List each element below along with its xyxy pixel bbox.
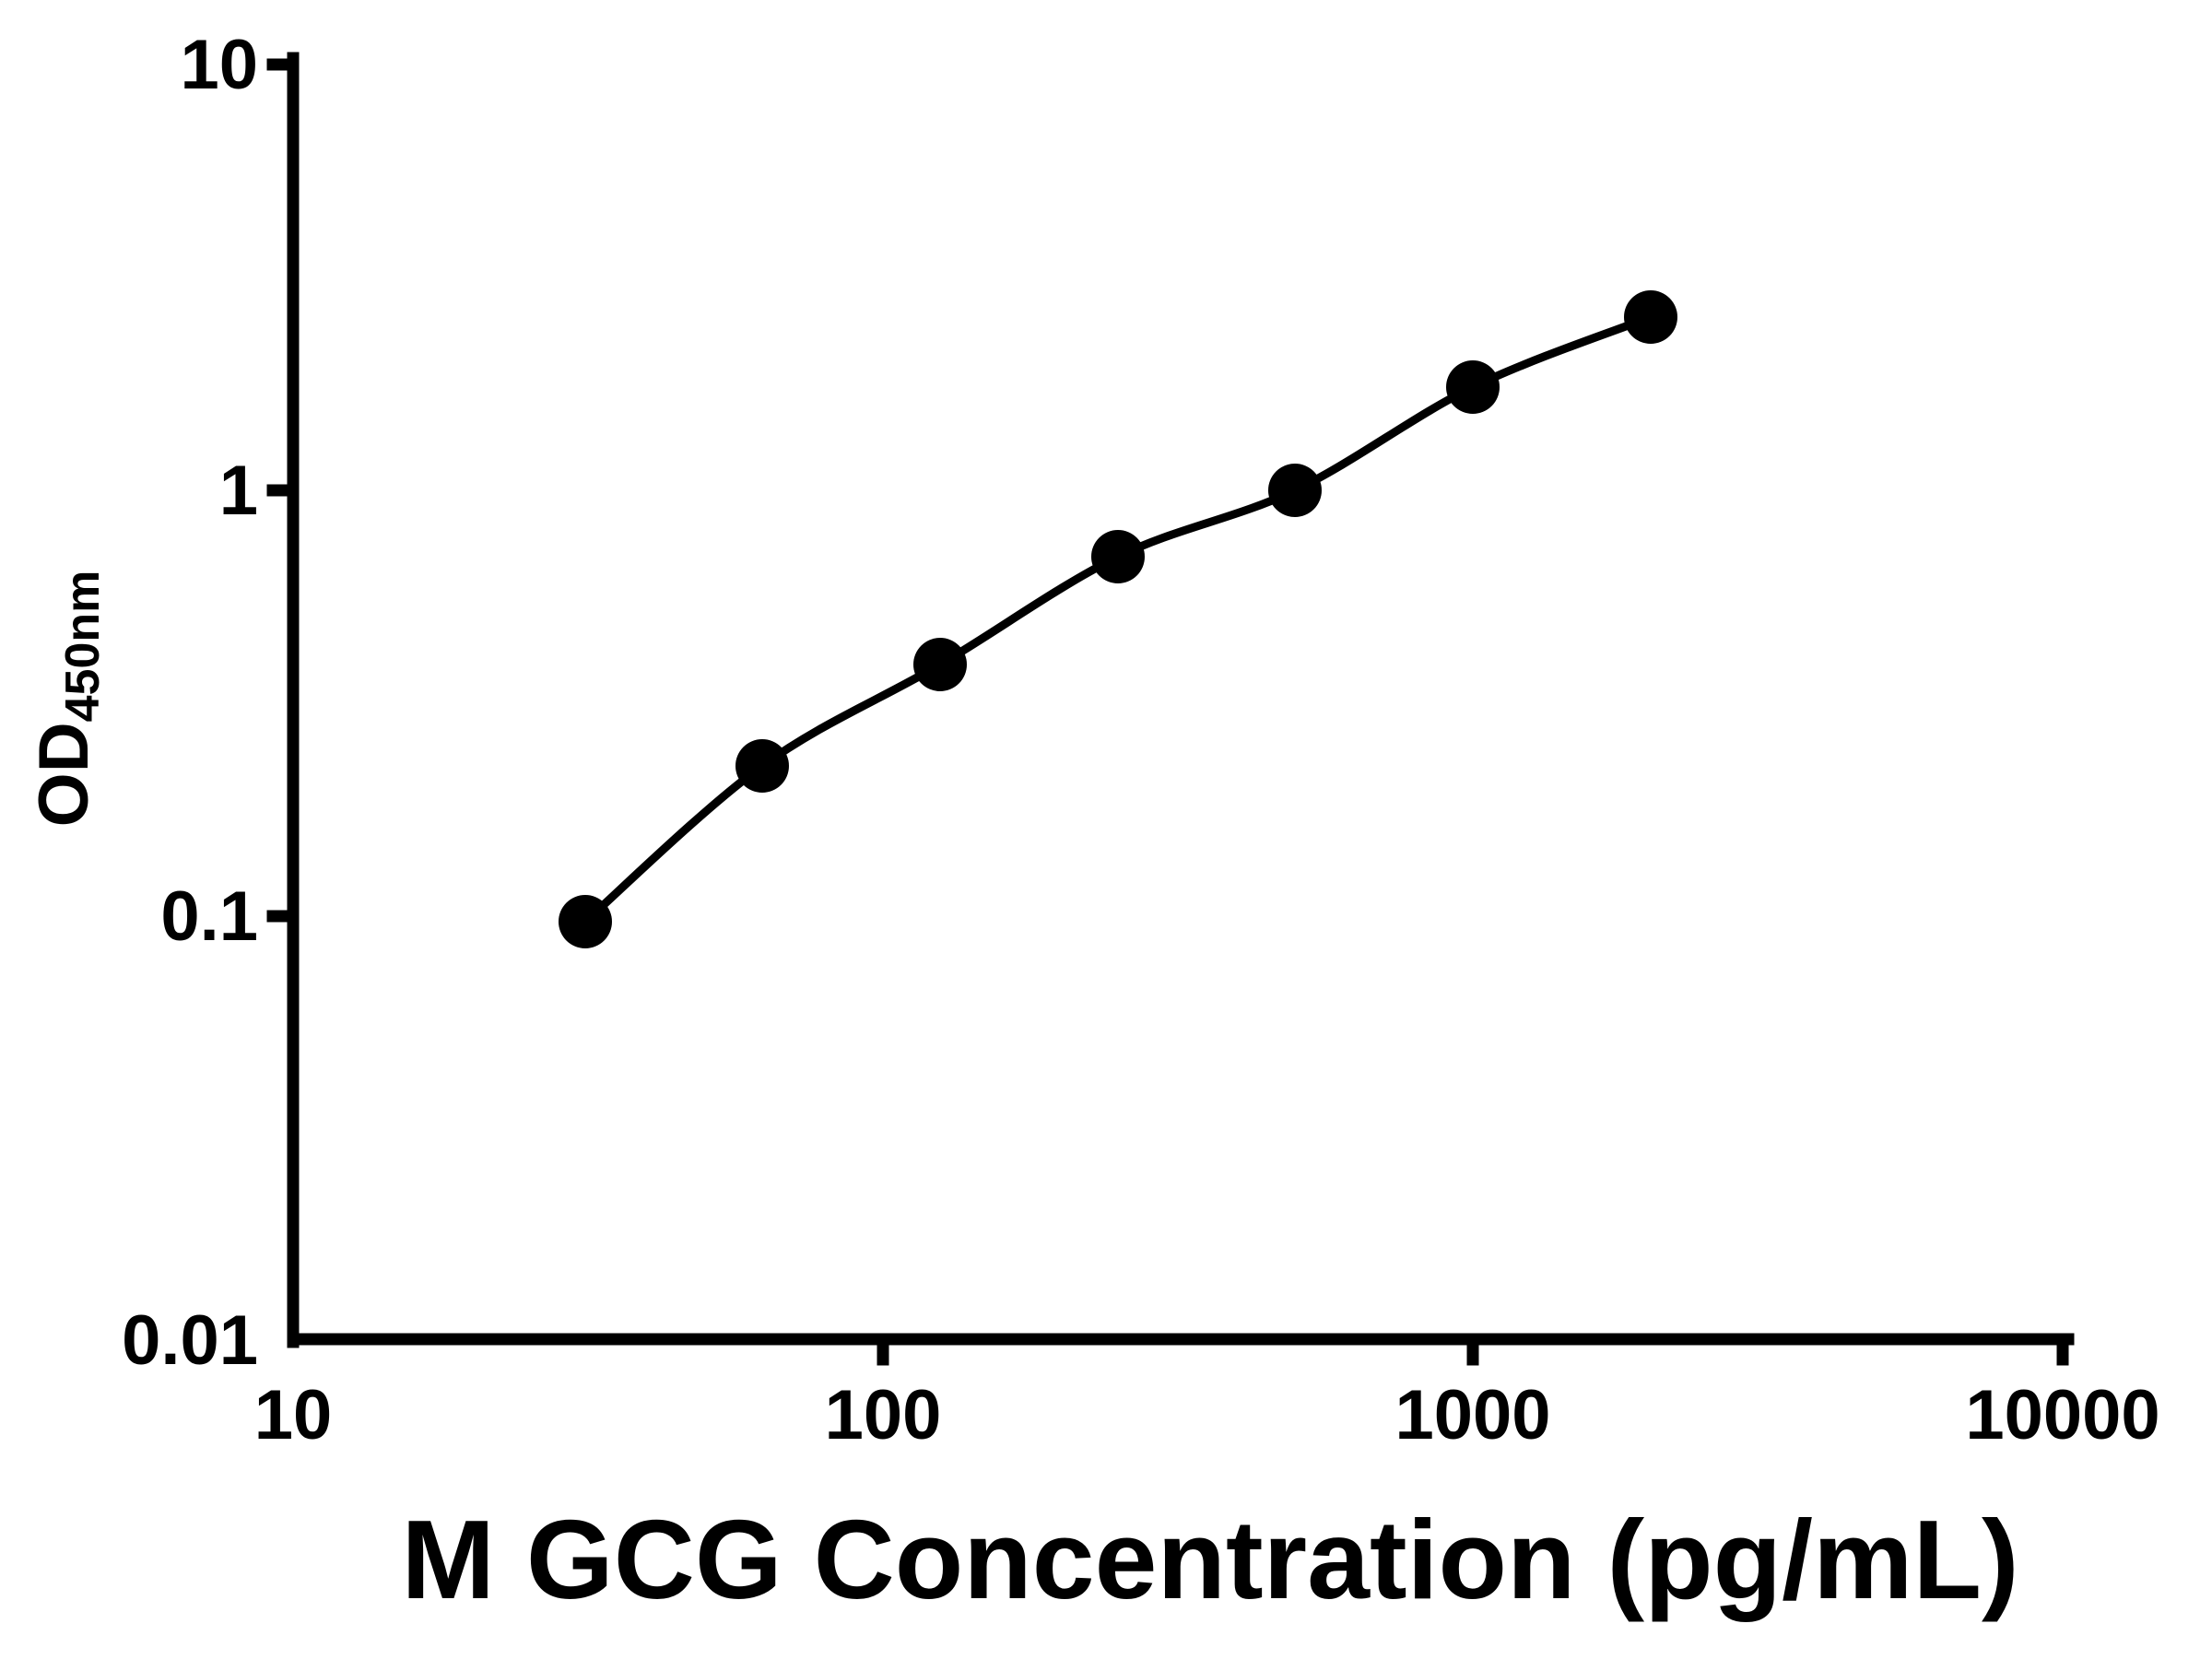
svg-text:M GCG Concentration (pg/mL): M GCG Concentration (pg/mL) bbox=[401, 1497, 2018, 1622]
svg-text:10: 10 bbox=[180, 26, 258, 104]
svg-text:OD450nm: OD450nm bbox=[25, 571, 110, 828]
svg-text:1: 1 bbox=[219, 452, 258, 530]
svg-text:0.01: 0.01 bbox=[122, 1301, 258, 1380]
svg-text:100: 100 bbox=[825, 1376, 942, 1454]
svg-text:1000: 1000 bbox=[1394, 1376, 1550, 1454]
svg-text:10000: 10000 bbox=[1965, 1376, 2159, 1454]
svg-text:0.1: 0.1 bbox=[160, 877, 258, 956]
svg-text:10: 10 bbox=[254, 1376, 333, 1454]
